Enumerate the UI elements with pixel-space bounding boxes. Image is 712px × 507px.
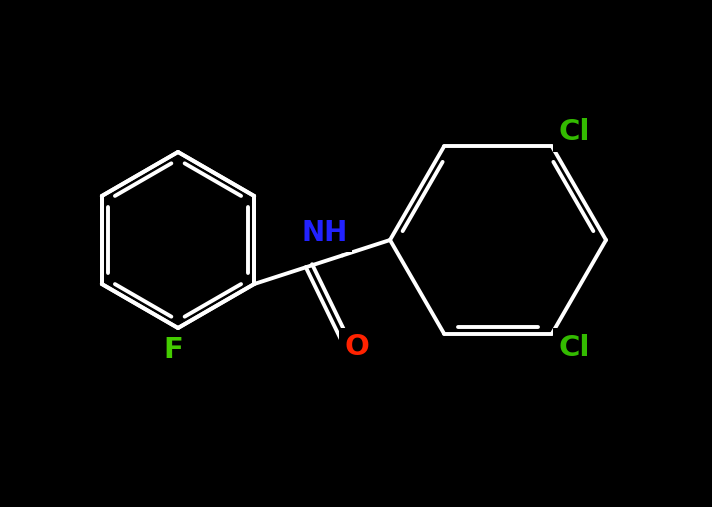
Text: F: F [163, 336, 183, 364]
Text: O: O [345, 333, 370, 361]
Text: Cl: Cl [558, 334, 590, 361]
Text: Cl: Cl [558, 119, 590, 147]
Text: NH: NH [301, 220, 347, 247]
